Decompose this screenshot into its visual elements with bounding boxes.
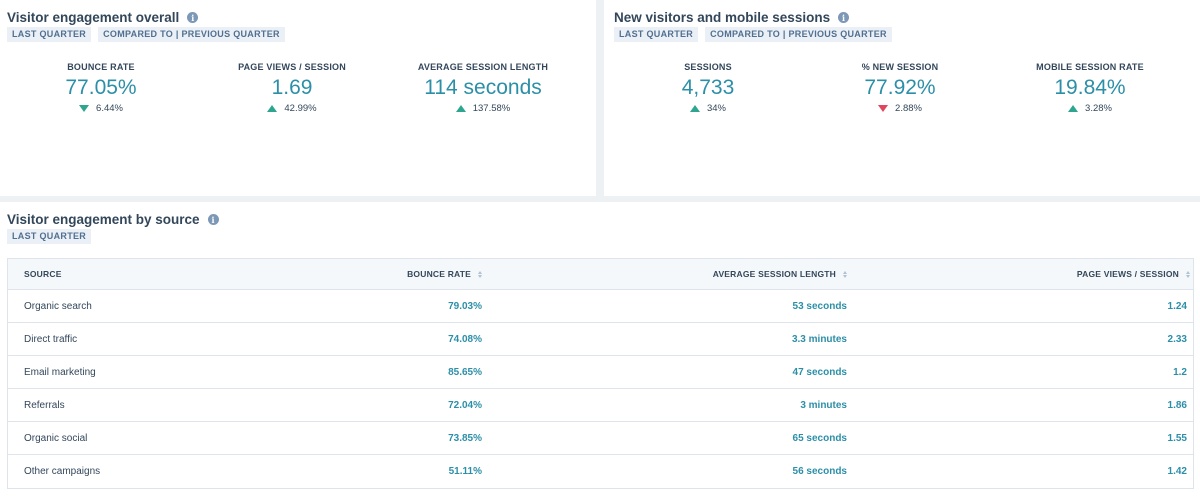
- comparison-tag: COMPARED TO | PREVIOUS QUARTER: [705, 27, 892, 42]
- kpi-session-length: AVERAGE SESSION LENGTH 114 seconds 137.5…: [383, 62, 583, 114]
- comparison-tag: COMPARED TO | PREVIOUS QUARTER: [98, 27, 285, 42]
- triangle-up-icon: [1068, 105, 1079, 112]
- table-row: Direct traffic 74.08% 3.3 minutes 2.33: [8, 323, 1193, 356]
- table-header: SOURCE BOUNCE RATE AVERAGE SESSION LENGT…: [8, 259, 1193, 290]
- card-title: Visitor engagement overall i: [7, 10, 199, 25]
- table-row: Organic social 73.85% 65 seconds 1.55: [8, 422, 1193, 455]
- kpi-value: 1.69: [271, 76, 313, 99]
- table-row: Other campaigns 51.11% 56 seconds 1.42: [8, 455, 1193, 488]
- column-header-page-views[interactable]: PAGE VIEWS / SESSION: [1077, 259, 1190, 290]
- table-row: Referrals 72.04% 3 minutes 1.86: [8, 389, 1193, 422]
- triangle-up-icon: [689, 105, 700, 112]
- kpi-page-views: PAGE VIEWS / SESSION 1.69 42.99%: [192, 62, 392, 114]
- card-title: New visitors and mobile sessions i: [614, 10, 850, 25]
- triangle-down-icon: [79, 105, 90, 112]
- info-icon[interactable]: i: [838, 12, 850, 23]
- filter-tags: LAST QUARTER COMPARED TO | PREVIOUS QUAR…: [614, 27, 892, 42]
- kpi-value: 19.84%: [1054, 76, 1126, 99]
- kpi-change: 3.28%: [990, 103, 1190, 114]
- kpi-change: 137.58%: [383, 103, 583, 114]
- info-icon[interactable]: i: [187, 12, 199, 23]
- kpi-value: 77.92%: [864, 76, 936, 99]
- date-range-tag: LAST QUARTER: [7, 27, 92, 42]
- filter-tags: LAST QUARTER COMPARED TO | PREVIOUS QUAR…: [7, 27, 285, 42]
- triangle-up-icon: [267, 105, 278, 112]
- kpi-value: 4,733: [681, 76, 735, 99]
- kpi-change: 42.99%: [192, 103, 392, 114]
- kpi-change: 34%: [608, 103, 808, 114]
- source-table: SOURCE BOUNCE RATE AVERAGE SESSION LENGT…: [7, 258, 1194, 489]
- kpi-new-session: % NEW SESSION 77.92% 2.88%: [800, 62, 1000, 114]
- table-row: Organic search 79.03% 53 seconds 1.24: [8, 290, 1193, 323]
- triangle-up-icon: [455, 105, 466, 112]
- engagement-by-source-card: Visitor engagement by source i LAST QUAR…: [0, 202, 1200, 500]
- card-title: Visitor engagement by source i: [7, 212, 219, 227]
- column-header-bounce-rate[interactable]: BOUNCE RATE: [407, 259, 482, 290]
- column-header-source[interactable]: SOURCE: [24, 269, 62, 279]
- kpi-change: 6.44%: [1, 103, 201, 114]
- kpi-value: 77.05%: [65, 76, 137, 99]
- new-visitors-card: New visitors and mobile sessions i LAST …: [604, 0, 1200, 196]
- date-range-tag: LAST QUARTER: [7, 229, 92, 244]
- visitor-engagement-card: Visitor engagement overall i LAST QUARTE…: [0, 0, 596, 196]
- sort-icon[interactable]: [1186, 271, 1190, 278]
- kpi-mobile-session-rate: MOBILE SESSION RATE 19.84% 3.28%: [990, 62, 1190, 114]
- column-header-session-length[interactable]: AVERAGE SESSION LENGTH: [713, 259, 847, 290]
- date-range-tag: LAST QUARTER: [614, 27, 699, 42]
- table-row: Email marketing 85.65% 47 seconds 1.2: [8, 356, 1193, 389]
- triangle-down-icon: [878, 105, 889, 112]
- kpi-change: 2.88%: [800, 103, 1000, 114]
- filter-tags: LAST QUARTER: [7, 229, 92, 244]
- kpi-value: 114 seconds: [424, 76, 542, 99]
- sort-icon[interactable]: [478, 271, 482, 278]
- kpi-bounce-rate: BOUNCE RATE 77.05% 6.44%: [1, 62, 201, 114]
- info-icon[interactable]: i: [207, 214, 219, 225]
- kpi-sessions: SESSIONS 4,733 34%: [608, 62, 808, 114]
- sort-icon[interactable]: [843, 271, 847, 278]
